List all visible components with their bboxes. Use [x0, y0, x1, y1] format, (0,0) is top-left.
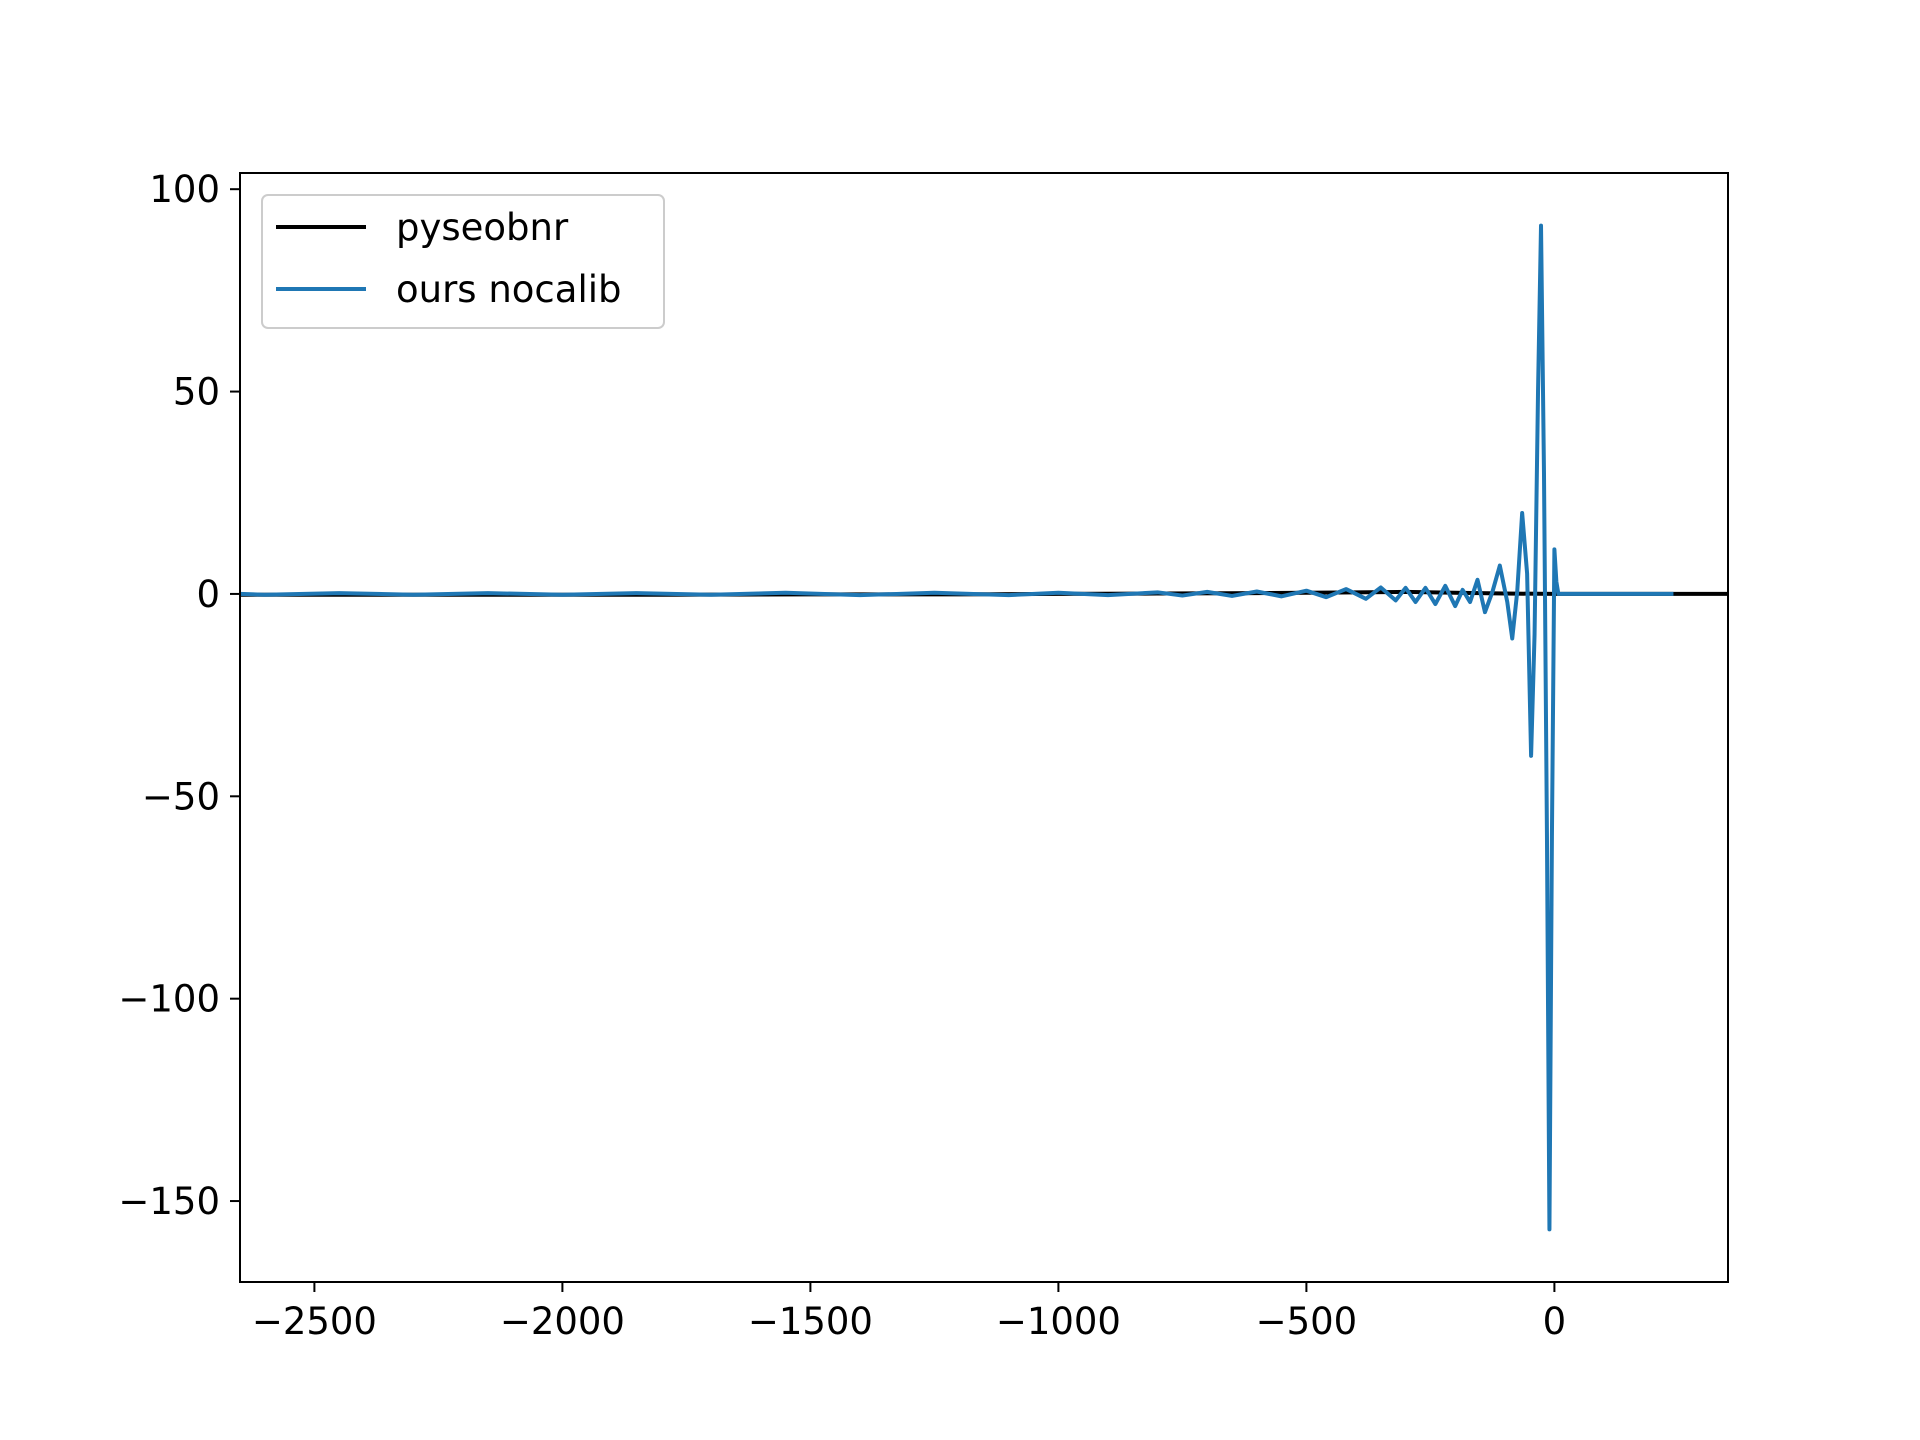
series-line-ours-nocalib [239, 223, 1674, 1232]
x-tick-label: −2500 [252, 1300, 377, 1343]
legend-label-pyseobnr: pyseobnr [396, 206, 569, 249]
y-tick-label: −150 [118, 1180, 220, 1223]
x-axis: −2500 −2000 −1500 −1000 −500 0 [252, 1282, 1566, 1343]
plot-area [240, 173, 1728, 1282]
y-tick-label: 50 [173, 371, 220, 414]
x-tick-label: −2000 [500, 1300, 625, 1343]
legend: pyseobnr ours nocalib [261, 194, 665, 329]
x-tick-label: −1500 [748, 1300, 873, 1343]
axes-background [240, 173, 1728, 1282]
y-axis: 100 50 0 −50 −100 −150 [118, 168, 240, 1223]
y-tick-label: 0 [196, 573, 220, 616]
axes-frame [239, 172, 1729, 1283]
series-layer [239, 223, 1728, 1232]
x-tick-label: 0 [1543, 1300, 1567, 1343]
x-tick-label: −500 [1256, 1300, 1358, 1343]
y-tick-label: −50 [142, 775, 220, 818]
x-tick-label: −1000 [996, 1300, 1121, 1343]
y-tick-label: 100 [149, 168, 220, 211]
y-tick-label: −100 [118, 978, 220, 1021]
legend-label-ours-nocalib: ours nocalib [396, 268, 622, 311]
